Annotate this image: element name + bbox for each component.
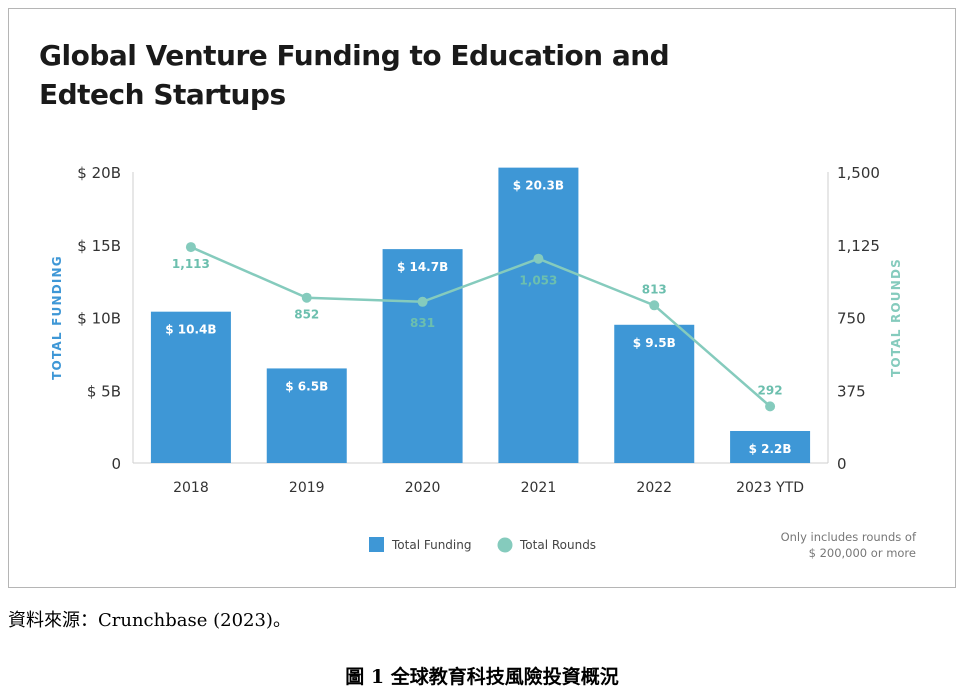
x-category-label: 2019 bbox=[289, 480, 325, 496]
y-left-tick-label: 0 bbox=[111, 455, 121, 473]
footnote-line-2: $ 200,000 or more bbox=[809, 546, 916, 560]
y-left-tick-label: $ 15B bbox=[77, 237, 121, 255]
legend-swatch-total-funding bbox=[369, 537, 384, 552]
point-total-rounds bbox=[301, 292, 312, 303]
x-category-label: 2022 bbox=[636, 480, 672, 496]
point-value-label: 852 bbox=[294, 308, 319, 322]
point-value-label: 292 bbox=[758, 383, 783, 397]
bar-total-funding bbox=[498, 167, 579, 463]
legend-label-total-funding: Total Funding bbox=[391, 538, 471, 552]
point-value-label: 813 bbox=[642, 282, 667, 296]
y-left-tick-label: $ 10B bbox=[77, 310, 121, 328]
bar-total-funding bbox=[382, 249, 463, 463]
line-total-rounds bbox=[190, 245, 771, 408]
legend-label-total-rounds: Total Rounds bbox=[519, 538, 596, 552]
y-left-axis-title: TOTAL FUNDING bbox=[50, 255, 64, 380]
bar-total-funding bbox=[614, 324, 695, 463]
point-value-label: 1,053 bbox=[519, 274, 557, 288]
bar-total-funding bbox=[150, 311, 231, 463]
point-value-label: 831 bbox=[410, 316, 435, 330]
point-total-rounds bbox=[185, 242, 196, 253]
figure-caption: 圖 1 全球教育科技風險投資概況 bbox=[345, 666, 619, 688]
bar-value-label: $ 2.2B bbox=[749, 442, 792, 456]
x-category-label: 2021 bbox=[521, 480, 557, 496]
y-right-tick-label: 1,500 bbox=[837, 164, 880, 182]
point-total-rounds bbox=[765, 401, 776, 412]
y-right-tick-label: 0 bbox=[837, 455, 847, 473]
chart-title: Global Venture Funding to Education and … bbox=[39, 39, 670, 111]
y-left-tick-label: $ 20B bbox=[77, 164, 121, 182]
x-category-label: 2023 YTD bbox=[736, 480, 804, 496]
point-total-rounds bbox=[417, 296, 428, 307]
x-category-label: 2018 bbox=[173, 480, 209, 496]
x-category-label: 2020 bbox=[405, 480, 441, 496]
chart-frame bbox=[8, 8, 956, 588]
point-total-rounds bbox=[649, 300, 660, 311]
point-value-label: 1,113 bbox=[172, 257, 210, 271]
bar-value-label: $ 20.3B bbox=[513, 179, 564, 193]
footnote-line-1: Only includes rounds of bbox=[781, 530, 917, 544]
y-left-tick-label: $ 5B bbox=[87, 382, 121, 400]
point-total-rounds bbox=[533, 253, 544, 264]
bar-value-label: $ 10.4B bbox=[165, 323, 216, 337]
bar-total-funding bbox=[266, 368, 347, 463]
legend-swatch-total-rounds bbox=[497, 537, 513, 553]
bar-value-label: $ 14.7B bbox=[397, 260, 448, 274]
bar-value-label: $ 9.5B bbox=[633, 336, 676, 350]
bar-value-label: $ 6.5B bbox=[285, 379, 328, 393]
y-right-tick-label: 375 bbox=[837, 382, 866, 400]
source-note: 資料來源：Crunchbase (2023)。 bbox=[8, 610, 291, 631]
y-right-tick-label: 750 bbox=[837, 310, 866, 328]
y-right-axis-title: TOTAL ROUNDS bbox=[889, 258, 903, 377]
chart-svg: 0 $ 5B $ 10B $ 15B $ 20B 0 375 750 1,125 1,500 TOT… bbox=[50, 164, 917, 560]
y-right-tick-label: 1,125 bbox=[837, 237, 880, 255]
bar-total-funding bbox=[730, 430, 811, 463]
